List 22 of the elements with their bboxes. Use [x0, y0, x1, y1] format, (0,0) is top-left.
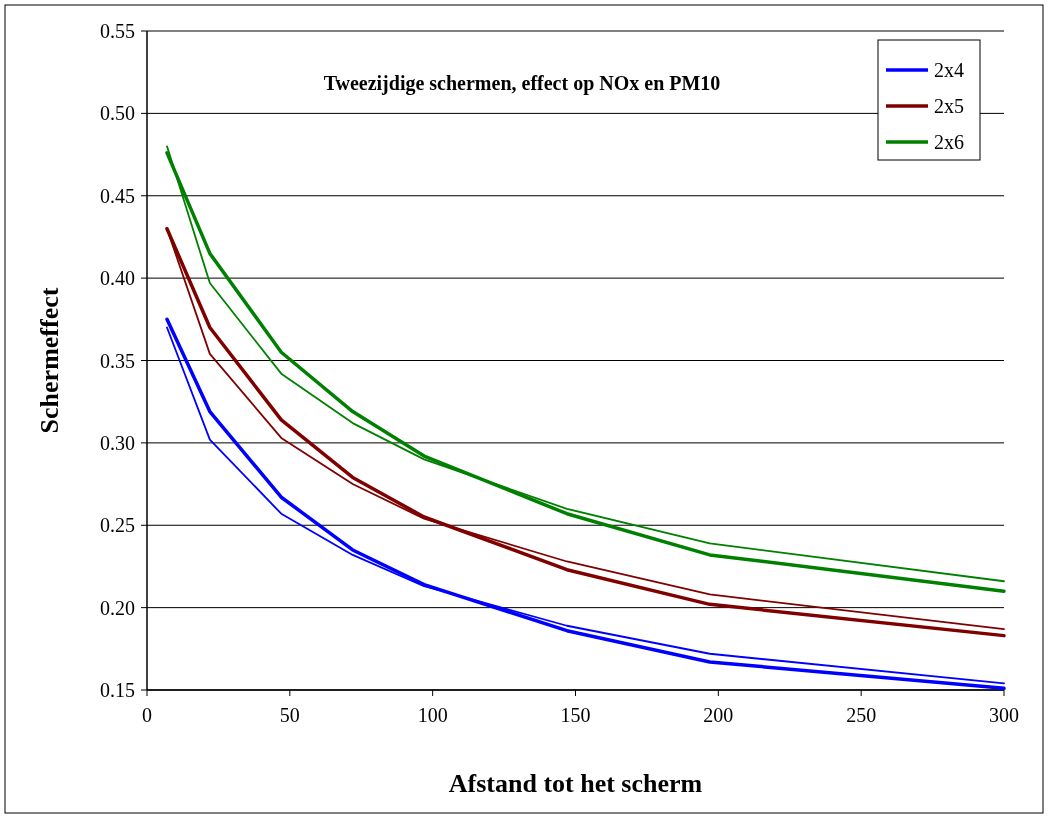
- y-tick-label: 0.15: [100, 679, 135, 701]
- text: Tweezijdige schermen, effect op NOx en PM10: [323, 72, 721, 95]
- x-tick-label: 0: [142, 704, 152, 726]
- y-tick-label: 0.25: [100, 514, 135, 537]
- y-tick-label: 0.50: [100, 102, 135, 125]
- x-tick-label: 100: [417, 704, 448, 726]
- y-tick-label: 0.45: [100, 184, 135, 207]
- x-tick-label: 300: [989, 704, 1019, 726]
- legend-label: 2x6: [934, 131, 964, 153]
- y-tick-label: 0.40: [100, 267, 135, 290]
- y-tick-label: 0.55: [100, 20, 135, 42]
- y-tick-label: 0.30: [100, 431, 135, 454]
- x-tick-label: 250: [846, 704, 877, 726]
- legend-label: 2x4: [934, 59, 964, 81]
- y-tick-label: 0.20: [100, 596, 135, 619]
- legend-label: 2x5: [934, 95, 964, 117]
- y-tick-label: 0.35: [100, 349, 135, 372]
- x-axis-title: Afstand tot het scherm: [448, 769, 703, 798]
- y-axis-title: Schermeffect: [35, 287, 64, 434]
- x-tick-label: 200: [703, 704, 734, 726]
- x-tick-label: 50: [279, 704, 300, 726]
- x-tick-label: 150: [560, 704, 591, 726]
